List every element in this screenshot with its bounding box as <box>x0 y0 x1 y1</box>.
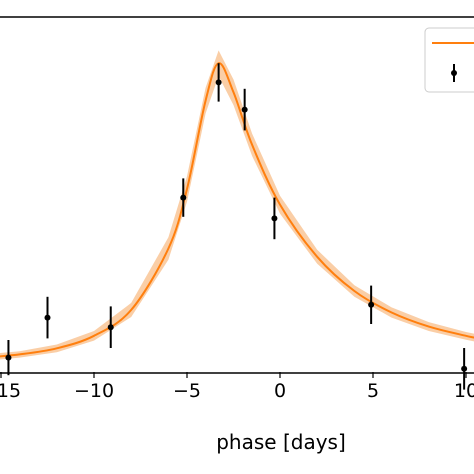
data-point-marker <box>5 354 12 361</box>
data-point <box>241 88 248 131</box>
data-point <box>180 178 187 217</box>
data-point <box>215 63 222 102</box>
data-point <box>271 197 278 240</box>
plot-frame <box>0 16 474 374</box>
data-point-marker <box>180 194 187 201</box>
data-point-marker <box>461 365 468 372</box>
x-tick-label: 10 <box>454 380 474 402</box>
x-axis-ticks: −15 −10 −5 0 5 10 <box>0 372 474 402</box>
legend-point-icon <box>451 70 457 76</box>
data-point <box>107 306 114 348</box>
confidence-band <box>0 50 474 360</box>
data-point-marker <box>44 314 51 321</box>
data-points <box>5 63 468 390</box>
legend <box>424 27 474 93</box>
confidence-band-area <box>0 50 474 360</box>
x-tick-label: −15 <box>0 380 21 402</box>
data-point-marker <box>107 324 114 331</box>
data-point <box>5 340 12 376</box>
legend-box <box>424 27 474 93</box>
x-tick-label: −10 <box>74 380 114 402</box>
data-point-marker <box>271 215 278 222</box>
data-point <box>461 348 468 390</box>
x-tick-label: 5 <box>367 380 379 402</box>
x-tick-label: 0 <box>274 380 286 402</box>
data-point-marker <box>368 301 375 308</box>
x-tick-label: −5 <box>173 380 201 402</box>
x-axis-label: phase [days] <box>216 430 346 454</box>
data-point-marker <box>241 106 248 113</box>
model-curve-line <box>0 62 474 358</box>
model-curve <box>0 62 474 358</box>
data-point <box>44 296 51 339</box>
data-point <box>368 285 375 324</box>
data-point-marker <box>215 79 222 86</box>
